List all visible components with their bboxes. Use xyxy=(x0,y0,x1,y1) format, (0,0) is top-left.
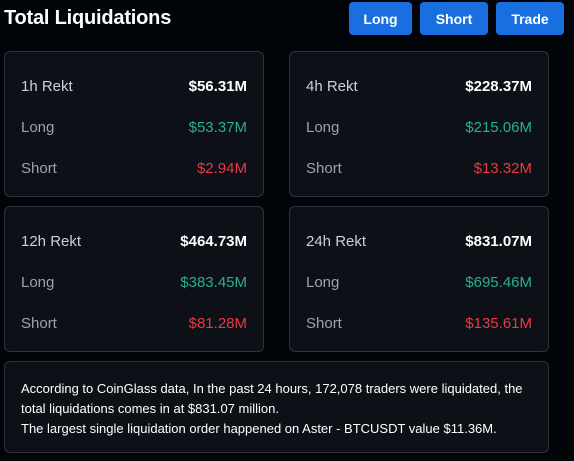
liquidation-card-1h: 1h Rekt $56.31M Long $53.37M Short $2.94… xyxy=(4,51,264,197)
liquidation-card-4h: 4h Rekt $228.37M Long $215.06M Short $13… xyxy=(289,51,549,197)
long-row: Long $53.37M xyxy=(21,117,247,137)
short-label: Short xyxy=(306,159,342,177)
short-row: Short $135.61M xyxy=(306,313,532,333)
short-value: $81.28M xyxy=(188,314,247,332)
total-row: 4h Rekt $228.37M xyxy=(306,76,532,96)
long-value: $695.46M xyxy=(465,273,532,291)
short-value: $13.32M xyxy=(473,159,532,177)
long-row: Long $215.06M xyxy=(306,117,532,137)
total-row: 12h Rekt $464.73M xyxy=(21,231,247,251)
long-label: Long xyxy=(21,118,55,136)
liquidation-card-12h: 12h Rekt $464.73M Long $383.45M Short $8… xyxy=(4,206,264,352)
short-row: Short $81.28M xyxy=(21,313,247,333)
period-label: 1h Rekt xyxy=(21,77,73,95)
short-row: Short $13.32M xyxy=(306,158,532,178)
total-value: $56.31M xyxy=(188,77,247,95)
long-label: Long xyxy=(306,273,340,291)
long-button[interactable]: Long xyxy=(349,2,412,35)
long-row: Long $695.46M xyxy=(306,272,532,292)
total-value: $831.07M xyxy=(465,232,532,250)
short-value: $2.94M xyxy=(196,159,247,177)
short-row: Short $2.94M xyxy=(21,158,247,178)
trade-button[interactable]: Trade xyxy=(496,2,564,35)
period-label: 4h Rekt xyxy=(306,77,358,95)
summary-text: According to CoinGlass data, In the past… xyxy=(21,381,523,416)
long-label: Long xyxy=(21,273,55,291)
short-label: Short xyxy=(21,159,57,177)
long-row: Long $383.45M xyxy=(21,272,247,292)
long-label: Long xyxy=(306,118,340,136)
short-value: $135.61M xyxy=(465,314,532,332)
period-label: 24h Rekt xyxy=(306,232,367,250)
largest-order-text: The largest single liquidation order hap… xyxy=(21,421,497,436)
period-label: 12h Rekt xyxy=(21,232,82,250)
short-label: Short xyxy=(21,314,57,332)
long-value: $383.45M xyxy=(180,273,247,291)
short-button[interactable]: Short xyxy=(420,2,488,35)
total-row: 24h Rekt $831.07M xyxy=(306,231,532,251)
total-row: 1h Rekt $56.31M xyxy=(21,76,247,96)
liquidation-card-24h: 24h Rekt $831.07M Long $695.46M Short $1… xyxy=(289,206,549,352)
short-label: Short xyxy=(306,314,342,332)
total-value: $228.37M xyxy=(465,77,532,95)
page-title: Total Liquidations xyxy=(4,7,172,29)
long-value: $53.37M xyxy=(188,118,247,136)
total-value: $464.73M xyxy=(180,232,247,250)
long-value: $215.06M xyxy=(465,118,532,136)
header: Total Liquidations Long Short Trade xyxy=(0,0,574,36)
summary-box: According to CoinGlass data, In the past… xyxy=(4,361,549,453)
